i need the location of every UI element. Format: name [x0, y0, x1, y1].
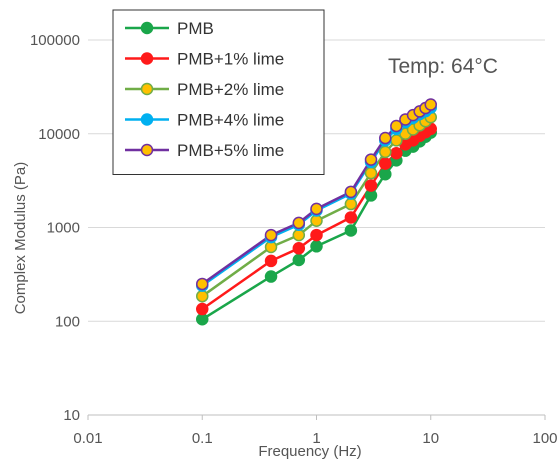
x-tick-label: 0.1 [192, 430, 213, 447]
data-point-4 [424, 98, 437, 111]
data-point-0 [264, 270, 278, 283]
data-point-0 [344, 224, 358, 237]
x-axis-title: Frequency (Hz) [258, 443, 361, 460]
legend: PMB PMB+1% lime PMB+2% lime PMB+4% lime PMB+… [112, 9, 325, 175]
x-tick-label: 1 [312, 430, 320, 447]
y-tick-label: 10 [63, 407, 80, 424]
legend-marker-4 [140, 143, 154, 157]
data-point-0 [196, 313, 209, 326]
data-point-0 [292, 253, 306, 267]
legend-label: PMB+4% lime [177, 111, 284, 130]
data-point-1 [379, 157, 392, 170]
legend-label: PMB+2% lime [177, 80, 284, 99]
data-point-4 [364, 153, 378, 166]
legend-marker-3 [140, 113, 154, 126]
y-axis-title: Complex Modulus (Pa) [12, 162, 29, 315]
data-point-1 [390, 146, 403, 160]
data-point-2 [379, 145, 392, 159]
x-tick-label: 100 [532, 430, 557, 447]
data-point-2 [310, 214, 323, 228]
data-point-1 [292, 242, 306, 255]
legend-marker-2 [140, 82, 154, 96]
legend-label: PMB+1% lime [177, 50, 284, 69]
data-point-2 [344, 197, 358, 211]
data-point-1 [344, 211, 358, 224]
data-point-2 [292, 228, 306, 242]
data-point-4 [292, 216, 306, 230]
x-tick-label: 0.01 [73, 430, 102, 447]
legend-marker-0 [140, 21, 154, 35]
data-point-4 [344, 185, 358, 199]
y-tick-labels: 10 100 1000 10000 100000 [30, 32, 80, 424]
data-point-4 [379, 131, 392, 145]
x-tick-labels: 0.01 0.1 1 10 100 [73, 415, 558, 447]
data-point-1 [364, 179, 378, 192]
data-point-1 [264, 254, 278, 268]
data-point-1 [196, 302, 209, 316]
data-point-4 [196, 277, 209, 291]
data-point-4 [310, 202, 323, 216]
x-tick-label: 10 [422, 430, 439, 447]
data-point-1 [310, 228, 323, 242]
data-point-4 [390, 119, 403, 133]
legend-label: PMB+5% lime [177, 141, 284, 160]
legend-marker-1 [140, 52, 154, 65]
data-point-0 [310, 240, 323, 253]
y-tick-label: 1000 [47, 220, 80, 237]
series-markers [196, 98, 437, 326]
data-point-2 [196, 289, 209, 303]
data-point-2 [364, 166, 378, 180]
legend-label: PMB [177, 19, 214, 38]
data-point-0 [379, 167, 392, 181]
data-point-4 [264, 228, 278, 242]
y-tick-label: 100000 [30, 32, 80, 49]
y-tick-label: 10000 [38, 126, 80, 143]
y-tick-label: 100 [55, 313, 80, 330]
annotation-temp: Temp: 64°C [388, 55, 498, 78]
